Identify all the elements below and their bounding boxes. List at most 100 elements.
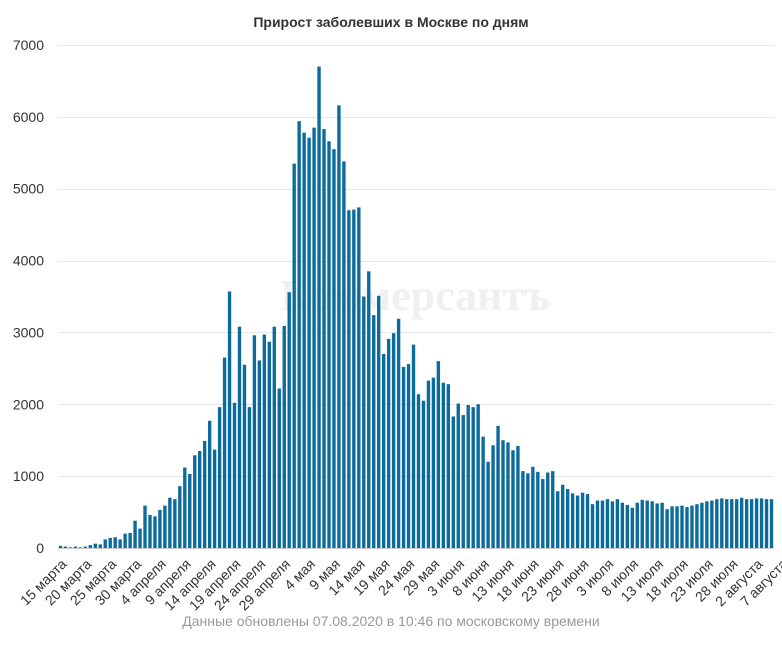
bar <box>690 505 694 548</box>
bars-layer <box>58 66 774 549</box>
bar <box>133 520 137 548</box>
bar <box>212 449 217 548</box>
bar <box>764 499 769 548</box>
bar <box>565 489 570 548</box>
bar <box>237 326 242 548</box>
bar <box>466 405 470 548</box>
bar <box>610 501 615 548</box>
bar <box>625 504 630 548</box>
bar <box>113 537 117 548</box>
bar <box>312 127 316 548</box>
bar <box>193 455 197 548</box>
bar <box>118 539 122 548</box>
bar <box>730 499 734 548</box>
bar <box>367 271 371 548</box>
bar <box>720 498 724 548</box>
bar <box>58 545 63 548</box>
bar <box>615 499 620 548</box>
bar <box>491 445 495 548</box>
bar <box>377 295 381 548</box>
bar <box>536 471 540 548</box>
bar <box>715 499 719 548</box>
bar <box>436 361 441 548</box>
update-note: Данные обновлены 07.08.2020 в 10:46 по м… <box>182 613 599 629</box>
bar <box>267 341 272 548</box>
bar <box>585 494 590 548</box>
bar <box>411 344 416 548</box>
bar <box>297 121 301 549</box>
bar <box>680 505 684 548</box>
bar <box>605 499 610 548</box>
bar <box>277 388 281 548</box>
bar <box>426 380 431 548</box>
bar <box>446 384 451 548</box>
bar <box>501 440 505 548</box>
bar <box>173 499 177 548</box>
bar <box>506 442 510 548</box>
y-tick-label: 5000 <box>13 181 44 197</box>
bar <box>68 547 73 548</box>
bar <box>83 546 88 548</box>
bar <box>511 450 515 548</box>
bar <box>342 161 346 548</box>
bar <box>655 503 659 548</box>
bar <box>396 318 401 548</box>
bar <box>580 492 585 548</box>
bar <box>183 467 187 548</box>
bar <box>217 407 222 548</box>
bar <box>257 360 262 548</box>
bar <box>307 137 311 548</box>
bar <box>735 499 739 548</box>
bar <box>252 335 257 548</box>
bar <box>665 509 669 548</box>
bar <box>128 532 132 548</box>
bar <box>227 291 232 548</box>
bar <box>560 484 565 548</box>
bar <box>541 479 545 548</box>
bar <box>695 504 699 548</box>
bar <box>103 539 107 548</box>
bar <box>282 325 286 548</box>
bar <box>556 491 560 548</box>
chart-title: Прирост заболевших в Москве по дням <box>253 14 528 30</box>
bar <box>93 543 97 548</box>
bar <box>153 516 157 548</box>
y-tick-label: 6000 <box>13 109 44 125</box>
bar <box>521 471 525 548</box>
bar <box>451 416 455 548</box>
bar <box>78 547 83 548</box>
bar <box>158 509 162 548</box>
y-tick-label: 1000 <box>13 468 44 484</box>
bar <box>421 400 426 548</box>
bar <box>337 105 341 549</box>
bar <box>456 403 460 548</box>
y-tick-label: 3000 <box>13 324 44 340</box>
bar <box>486 461 490 548</box>
bar <box>322 129 326 548</box>
bar <box>660 502 664 548</box>
bar <box>138 528 142 548</box>
bar <box>516 445 520 548</box>
bar <box>73 546 78 548</box>
bar <box>198 450 202 548</box>
bar <box>88 545 93 548</box>
bar <box>705 501 709 548</box>
bar <box>163 505 167 548</box>
bar <box>546 472 550 548</box>
bar <box>600 500 605 548</box>
bar <box>471 407 475 548</box>
bar <box>759 498 764 548</box>
bar <box>143 505 147 548</box>
bar <box>620 502 625 548</box>
bar <box>317 66 321 548</box>
bar <box>262 334 267 548</box>
bar <box>650 501 654 548</box>
bar <box>202 440 207 548</box>
bar <box>357 207 361 548</box>
bar <box>222 357 227 548</box>
bar <box>168 497 172 548</box>
bar <box>526 473 530 548</box>
bar <box>352 209 356 549</box>
bar <box>242 364 247 548</box>
